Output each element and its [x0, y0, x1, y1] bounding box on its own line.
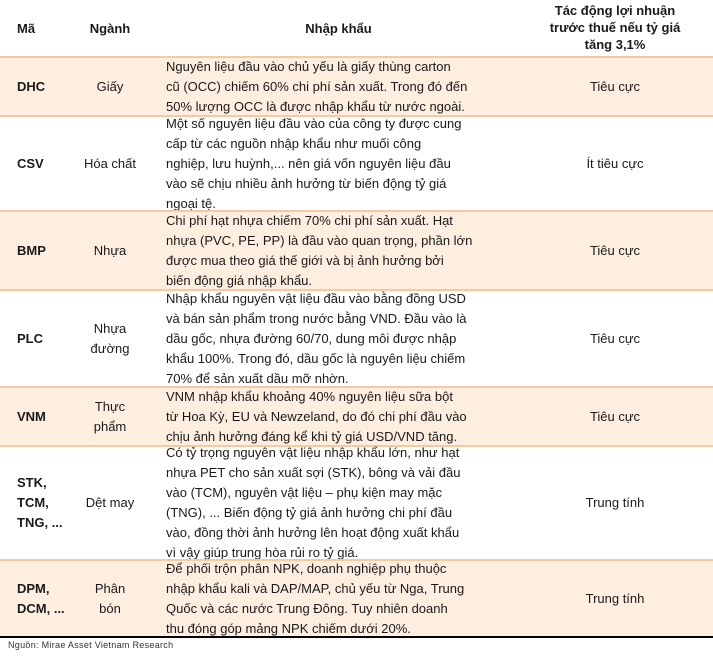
imports-line: cũ (OCC) chiếm 60% chi phí sản xuất. Tro… — [166, 78, 468, 94]
imports-line: nhựa (PVC, PE, PP) là đầu vào quan trọng… — [166, 232, 473, 248]
table-row: CSV Hóa chất Một số nguyên liệu đầu vào củ… — [0, 115, 713, 211]
imports-cell: Để phối trộn phân NPK, doanh nghiệp phụ … — [166, 561, 511, 636]
code-cell: DHC — [17, 58, 67, 115]
table-bottom-rule — [0, 636, 713, 638]
code-line: DHC — [17, 78, 46, 94]
imports-cell: Nhập khẩu nguyên vật liệu đầu vào bằng đ… — [166, 291, 511, 386]
imports-line: Một số nguyên liệu đầu vào của công ty đ… — [166, 115, 462, 131]
imports-line: ngoại tệ. — [166, 195, 216, 211]
code-line: TCM, — [17, 495, 49, 510]
imports-line: 70% để sản xuất dầu mỡ nhờn. — [166, 370, 349, 386]
sector-line: Hóa chất — [83, 155, 137, 171]
imports-cell: Có tỷ trọng nguyên vật liệu nhập khẩu lớ… — [166, 445, 511, 560]
impact-cell: Ít tiêu cực — [586, 155, 644, 171]
imports-line: Có tỷ trọng nguyên vật liệu nhập khẩu lớ… — [166, 445, 460, 460]
impact-cell: Trung tính — [585, 590, 645, 606]
table-row: VNM Thực phẩm VNM nhập khẩu khoảng 40% nguy… — [0, 386, 713, 445]
header-imports: Nhập khẩu — [305, 21, 372, 36]
imports-line: dầu gốc, nhựa đường 60/70, dung môi được… — [166, 330, 457, 346]
imports-line: vào sẽ chịu nhiều ảnh hưởng từ biến động… — [166, 175, 447, 191]
code-cell: STK, TCM, TNG, ... — [17, 447, 67, 559]
imports-line: vào (TCM), nguyên vật liệu – phụ kiện ma… — [166, 485, 443, 500]
impact-cell: Tiêu cực — [589, 78, 641, 94]
table-row: PLC Nhựa đường Nhập khẩu nguyên vật liệu đầ… — [0, 289, 713, 386]
imports-line: VNM nhập khẩu khoảng 40% nguyên liệu sữa… — [166, 388, 453, 404]
sector-cell: Nhựa — [60, 212, 160, 289]
imports-line: Nguyên liệu đầu vào chủ yếu là giấy thùn… — [166, 58, 451, 74]
imports-line: vào, đồng thời ảnh hưởng lên hoạt động x… — [166, 525, 460, 540]
code-line: DCM, ... — [17, 600, 65, 616]
imports-line: Để phối trộn phân NPK, doanh nghiệp phụ … — [166, 560, 447, 576]
imports-cell: Nguyên liệu đầu vào chủ yếu là giấy thùn… — [166, 58, 511, 115]
sector-line: Nhựa — [93, 320, 127, 336]
sector-line: Thực — [94, 398, 126, 414]
code-line: PLC — [17, 330, 43, 346]
imports-line: và bán sản phẩm trong nước bằng VND. Đầu… — [166, 310, 467, 326]
impact-cell: Tiêu cực — [589, 242, 641, 258]
imports-cell: Chi phí hạt nhựa chiếm 70% chi phí sản x… — [166, 212, 511, 289]
code-cell: VNM — [17, 388, 67, 445]
sector-line: Giấy — [96, 78, 124, 94]
table-row: DPM, DCM, ... Phân bón Để phối trộn phân NPK… — [0, 559, 713, 636]
imports-line: Chi phí hạt nhựa chiếm 70% chi phí sản x… — [166, 212, 453, 228]
sector-cell: Dệt may — [60, 447, 160, 559]
table-header: Mã Ngành Nhập khẩu Tác động lợi nhuận tr… — [0, 0, 713, 56]
code-line: TNG, ... — [17, 515, 63, 530]
imports-line: chịu ảnh hưởng đáng kể khi tỷ giá USD/VN… — [166, 428, 458, 444]
imports-line: thu đóng góp mảng NPK chiếm dưới 20%. — [166, 620, 411, 636]
imports-line: từ Hoa Kỳ, EU và Newzeland, do đó chi ph… — [166, 408, 467, 424]
header-impact-line: Tác động lợi nhuận — [554, 3, 676, 18]
imports-line: nghiệp, lưu huỳnh,... nên giá vốn nguyên… — [166, 155, 451, 171]
imports-line: khẩu 100%. Trong đó, dầu gốc là nguyên l… — [166, 350, 466, 366]
code-line: STK, — [17, 475, 47, 490]
sector-line: Phân — [94, 580, 126, 596]
table-row: DHC Giấy Nguyên liệu đầu vào chủ yếu là gi… — [0, 56, 713, 115]
impact-cell: Trung tính — [585, 495, 645, 510]
imports-line: vì vậy giúp trung hòa rủi ro tỷ giá. — [166, 545, 359, 560]
sector-line: bón — [99, 600, 121, 616]
imports-line: Nhập khẩu nguyên vật liệu đầu vào bằng đ… — [166, 290, 466, 306]
sector-cell: Thực phẩm — [60, 388, 160, 445]
header-impact-line: trước thuế nếu tỷ giá — [549, 20, 681, 35]
sector-line: đường — [90, 340, 130, 356]
code-line: DPM, — [17, 580, 50, 596]
imports-line: (TNG), ... Biến động tỷ giá ảnh hưởng ch… — [166, 505, 453, 520]
imports-line: nhựa PET cho sản xuất sợi (STK), bông và… — [166, 465, 461, 480]
header-impact: Tác động lợi nhuận trước thuế nếu tỷ giá… — [515, 2, 713, 53]
imports-cell: VNM nhập khẩu khoảng 40% nguyên liệu sữa… — [166, 388, 511, 445]
imports-line: biến động giá nhập khẩu. — [166, 272, 313, 288]
source-note: Nguồn: Mirae Asset Vietnam Research — [8, 640, 174, 650]
imports-line: nhập khẩu kali và DAP/MAP, chủ yếu từ Ng… — [166, 580, 465, 596]
table-row: STK, TCM, TNG, ... Dệt may Có tỷ trọng nguyê… — [0, 445, 713, 560]
header-code: Mã — [17, 21, 36, 36]
header-impact-line: tăng 3,1% — [584, 37, 646, 52]
imports-line: Quốc và các nước Trung Đông. Tuy nhiên d… — [166, 600, 448, 616]
sector-cell: Hóa chất — [60, 117, 160, 210]
sector-line: phẩm — [93, 418, 127, 434]
sector-cell: Giấy — [60, 58, 160, 115]
sector-line: Dệt may — [85, 495, 135, 510]
code-cell: CSV — [17, 117, 67, 210]
sector-line: Nhựa — [93, 242, 127, 258]
header-sector: Ngành — [89, 21, 131, 36]
code-cell: BMP — [17, 212, 67, 289]
impact-cell: Tiêu cực — [589, 408, 641, 424]
code-line: CSV — [17, 155, 44, 171]
code-cell: PLC — [17, 291, 67, 386]
code-cell: DPM, DCM, ... — [17, 561, 67, 636]
imports-cell: Một số nguyên liệu đầu vào của công ty đ… — [166, 115, 511, 211]
sector-cell: Nhựa đường — [60, 291, 160, 386]
imports-line: được mua theo giá thế giới và bị ảnh hưở… — [166, 252, 444, 268]
code-line: VNM — [17, 408, 46, 424]
imports-line: cấp từ các nguồn nhập khẩu như muối công — [166, 135, 422, 151]
sector-cell: Phân bón — [60, 561, 160, 636]
code-line: BMP — [17, 242, 46, 258]
imports-line: 50% lượng OCC là được nhập khẩu từ nước … — [166, 98, 465, 114]
table-row: BMP Nhựa Chi phí hạt nhựa chiếm 70% chi ph… — [0, 210, 713, 289]
impact-cell: Tiêu cực — [589, 330, 641, 346]
